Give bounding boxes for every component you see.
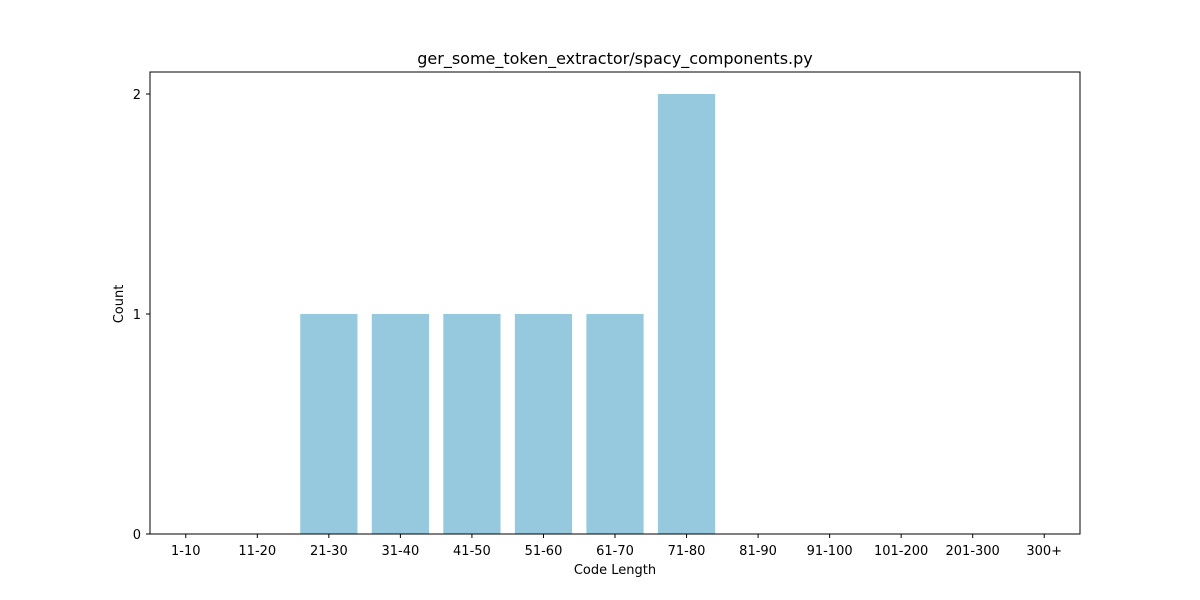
x-ticks-group: 1-10 11-20 21-30 31-40 41-50 51-60 61-70 71-80 8… <box>171 534 1062 559</box>
x-tick-label: 1-10 <box>171 544 201 559</box>
bar-51-60 <box>514 314 573 534</box>
plot-frame <box>149 71 1081 535</box>
y-axis-label: Count <box>112 285 127 324</box>
y-tick-label: 0 <box>133 528 141 543</box>
bar-61-70 <box>586 314 644 534</box>
x-tick-label: 81-90 <box>739 544 777 559</box>
x-tick-label: 61-70 <box>596 544 634 559</box>
x-tick-label: 300+ <box>1026 544 1062 559</box>
bar-41-50 <box>443 314 501 534</box>
x-tick-label: 31-40 <box>381 544 419 559</box>
x-tick-label: 21-30 <box>310 544 348 559</box>
x-tick-label: 91-100 <box>807 544 853 559</box>
x-tick-label: 101-200 <box>874 544 928 559</box>
x-axis-label: Code Length <box>574 563 656 578</box>
x-tick-label: 71-80 <box>668 544 706 559</box>
x-tick-label: 41-50 <box>453 544 491 559</box>
chart-title: ger_some_token_extractor/spacy_component… <box>417 49 813 69</box>
bar-31-40 <box>371 314 429 534</box>
y-tick-label: 1 <box>133 308 141 323</box>
bar-21-30 <box>300 314 358 534</box>
y-tick-label: 2 <box>133 88 141 103</box>
x-tick-label: 201-300 <box>946 544 1000 559</box>
x-tick-label: 11-20 <box>238 544 276 559</box>
y-ticks-group: 0 1 2 <box>133 88 150 543</box>
bars-group <box>300 94 716 534</box>
x-tick-label: 51-60 <box>525 544 563 559</box>
bar-71-80 <box>657 94 716 534</box>
